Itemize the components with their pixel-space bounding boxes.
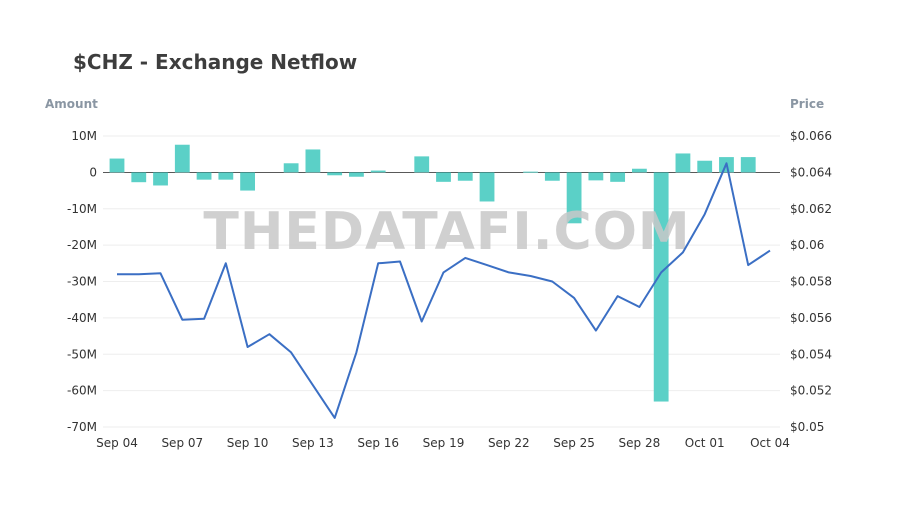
right-axis-tick-label: $0.062 (790, 202, 832, 216)
x-axis-tick-label: Sep 25 (553, 436, 595, 450)
right-axis-tick-label: $0.054 (790, 347, 832, 361)
netflow-bar (196, 172, 212, 180)
right-axis-tick-label: $0.058 (790, 275, 832, 289)
netflow-bar (588, 172, 604, 181)
right-axis-tick-label: $0.06 (790, 238, 824, 252)
x-axis-tick-label: Sep 16 (357, 436, 399, 450)
left-axis-title: Amount (45, 97, 98, 111)
netflow-bar (174, 144, 190, 173)
netflow-bar (414, 156, 430, 173)
netflow-bar (153, 172, 168, 186)
netflow-bar (479, 172, 495, 202)
netflow-bar (436, 172, 451, 182)
x-axis-tick-label: Oct 01 (685, 436, 725, 450)
netflow-bars (109, 144, 756, 402)
netflow-bar (457, 172, 473, 181)
chart-title: $CHZ - Exchange Netflow (73, 50, 358, 74)
right-axis-tick-label: $0.064 (790, 165, 832, 179)
watermark-text: THEDATAFI.COM (203, 202, 690, 262)
x-axis-tick-label: Sep 10 (227, 436, 269, 450)
x-axis-tick-label: Oct 04 (750, 436, 790, 450)
left-axis-tick-label: -70M (67, 420, 97, 434)
x-axis-tick-label: Sep 13 (292, 436, 334, 450)
left-axis-ticks: 10M 0 -10M -20M -30M -40M -50M -60M -70M (67, 129, 97, 434)
netflow-bar (610, 172, 626, 182)
netflow-bar (370, 170, 386, 173)
price-line-layer (117, 162, 771, 419)
right-axis-ticks: $0.066 $0.064 $0.062 $0.06 $0.058 $0.056 $0.05… (790, 129, 832, 434)
netflow-bar (349, 172, 364, 177)
right-axis-tick-label: $0.05 (790, 420, 824, 434)
price-line (117, 162, 771, 419)
netflow-bar (283, 163, 299, 173)
netflow-bar (566, 172, 582, 224)
left-axis-tick-label: -20M (67, 238, 97, 252)
x-axis-tick-label: Sep 28 (619, 436, 661, 450)
x-axis-ticks: Sep 04 Sep 07 Sep 10 Sep 13 Sep 16 Sep 19 Sep … (96, 436, 790, 450)
x-axis-tick-label: Sep 04 (96, 436, 138, 450)
x-axis-tick-label: Sep 22 (488, 436, 530, 450)
x-axis-tick-label: Sep 07 (161, 436, 203, 450)
right-axis-tick-label: $0.052 (790, 384, 832, 398)
netflow-bar (109, 158, 125, 173)
left-axis-tick-label: -60M (67, 384, 97, 398)
x-axis-tick-label: Sep 19 (423, 436, 465, 450)
right-axis-title: Price (790, 97, 825, 111)
netflow-bar (697, 160, 713, 173)
left-axis-tick-label: -30M (67, 275, 97, 289)
netflow-bar (305, 149, 321, 173)
netflow-bar (523, 171, 538, 173)
left-axis-tick-label: -10M (67, 202, 97, 216)
left-axis-tick-label: -50M (67, 347, 97, 361)
netflow-bar (131, 172, 147, 183)
netflow-bar (740, 157, 756, 173)
netflow-bar (544, 172, 560, 181)
left-axis-tick-label: 0 (89, 165, 97, 179)
netflow-bar (327, 172, 343, 176)
right-axis-tick-label: $0.056 (790, 311, 832, 325)
netflow-bar (653, 172, 669, 402)
watermark-layer: THEDATAFI.COM (203, 202, 690, 262)
left-axis-tick-label: 10M (71, 129, 97, 143)
right-axis-tick-label: $0.066 (790, 129, 832, 143)
netflow-bar (675, 153, 691, 173)
netflow-bar (631, 168, 647, 173)
netflow-bar (218, 172, 234, 180)
left-axis-tick-label: -40M (67, 311, 97, 325)
netflow-bar (240, 172, 256, 191)
